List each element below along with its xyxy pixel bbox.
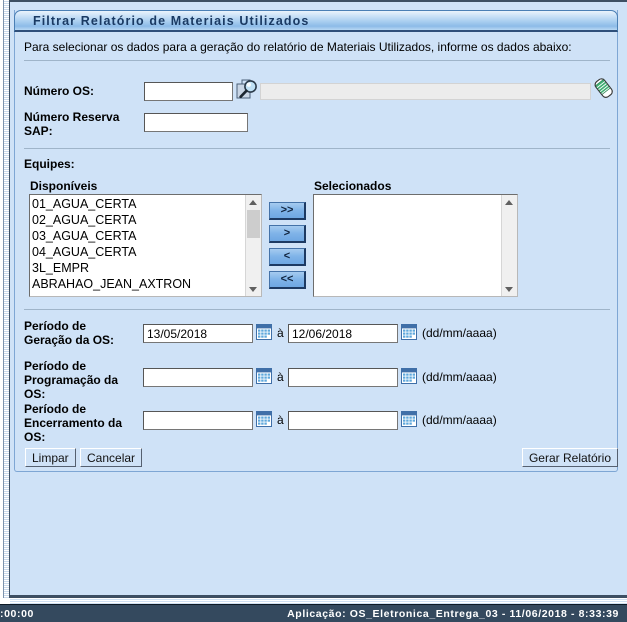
list-item[interactable]: 03_AGUA_CERTA xyxy=(32,229,137,243)
periodo-programacao-label: Período de Programação da OS: xyxy=(24,359,119,401)
selected-teams-items xyxy=(314,195,502,196)
intro-text: Para selecionar os dados para a geração … xyxy=(24,40,572,54)
selecionados-label: Selecionados xyxy=(314,179,392,193)
selected-teams-listbox[interactable] xyxy=(313,194,518,297)
left-edge-strip-inner xyxy=(0,0,4,598)
remove-all-button[interactable]: << xyxy=(269,271,306,289)
numero-reserva-sap-input[interactable] xyxy=(144,113,248,132)
application-info: Aplicação: OS_Eletronica_Entrega_03 - 11… xyxy=(287,608,619,620)
scroll-up-arrow-icon[interactable] xyxy=(502,195,517,209)
left-edge-strip xyxy=(0,0,10,598)
panel-titlebar: Filtrar Relatório de Materiais Utilizado… xyxy=(14,10,618,32)
list-item[interactable]: 3L_EMPR xyxy=(32,261,89,275)
periodo-encerramento-separator: à xyxy=(277,413,284,427)
generate-report-button[interactable]: Gerar Relatório xyxy=(521,448,618,467)
cancel-button[interactable]: Cancelar xyxy=(80,448,143,467)
divider-top xyxy=(24,60,610,61)
selected-listbox-scrollbar[interactable] xyxy=(501,195,517,296)
remove-one-button[interactable]: < xyxy=(269,248,306,266)
periodo-geracao-to-input[interactable] xyxy=(288,324,398,343)
scrollbar-thumb[interactable] xyxy=(247,210,260,238)
scroll-down-arrow-icon[interactable] xyxy=(246,282,261,296)
periodo-geracao-label: Período de Geração da OS: xyxy=(24,319,115,347)
periodo-geracao-from-input[interactable] xyxy=(143,324,253,343)
list-item[interactable]: 04_AGUA_CERTA xyxy=(32,245,137,259)
calendar-icon[interactable] xyxy=(256,368,272,387)
add-one-button[interactable]: > xyxy=(269,225,306,243)
periodo-geracao-format-hint: (dd/mm/aaaa) xyxy=(422,326,497,340)
clear-button[interactable]: Limpar xyxy=(25,448,76,467)
list-item[interactable]: 01_AGUA_CERTA xyxy=(32,197,137,211)
periodo-programacao-from-input[interactable] xyxy=(143,368,253,387)
numero-os-label: Número OS: xyxy=(24,84,95,98)
equipes-section-label: Equipes: xyxy=(24,157,75,171)
periodo-encerramento-to-input[interactable] xyxy=(288,411,398,430)
window-bottom-filler xyxy=(10,598,627,604)
scroll-up-arrow-icon[interactable] xyxy=(246,195,261,209)
available-teams-items: 01_AGUA_CERTA 02_AGUA_CERTA 03_AGUA_CERT… xyxy=(30,195,246,292)
main-window: Filtrar Relatório de Materiais Utilizado… xyxy=(10,0,627,598)
add-all-button[interactable]: >> xyxy=(269,202,306,220)
calendar-icon[interactable] xyxy=(401,324,417,343)
periodo-programacao-separator: à xyxy=(277,370,284,384)
numero-os-input[interactable] xyxy=(144,82,233,101)
calendar-icon[interactable] xyxy=(256,411,272,430)
calendar-icon[interactable] xyxy=(401,368,417,387)
available-listbox-scrollbar[interactable] xyxy=(245,195,261,296)
list-item[interactable]: 02_AGUA_CERTA xyxy=(32,213,137,227)
periodo-programacao-format-hint: (dd/mm/aaaa) xyxy=(422,370,497,384)
magnifier-search-icon[interactable] xyxy=(236,78,260,105)
available-teams-listbox[interactable]: 01_AGUA_CERTA 02_AGUA_CERTA 03_AGUA_CERT… xyxy=(29,194,262,297)
divider-periods xyxy=(24,309,610,310)
calendar-icon[interactable] xyxy=(401,411,417,430)
scroll-down-arrow-icon[interactable] xyxy=(502,282,517,296)
numero-os-display-bar xyxy=(260,83,591,100)
list-item[interactable]: ABRAHAO_JEAN_AXTRON xyxy=(32,277,192,291)
status-bar: :00:00 Aplicação: OS_Eletronica_Entrega_… xyxy=(0,604,627,622)
periodo-geracao-separator: à xyxy=(277,326,284,340)
periodo-programacao-to-input[interactable] xyxy=(288,368,398,387)
page-title: Filtrar Relatório de Materiais Utilizado… xyxy=(33,14,310,28)
eraser-icon[interactable] xyxy=(593,76,617,105)
periodo-encerramento-from-input[interactable] xyxy=(143,411,253,430)
periodo-encerramento-label: Período de Encerramento da OS: xyxy=(24,402,123,444)
divider-equipes xyxy=(24,148,610,149)
disponiveis-label: Disponíveis xyxy=(30,179,98,193)
periodo-encerramento-format-hint: (dd/mm/aaaa) xyxy=(422,413,497,427)
calendar-icon[interactable] xyxy=(256,324,272,343)
session-timer: :00:00 xyxy=(0,608,34,620)
numero-reserva-sap-label: Número Reserva SAP: xyxy=(24,110,120,138)
